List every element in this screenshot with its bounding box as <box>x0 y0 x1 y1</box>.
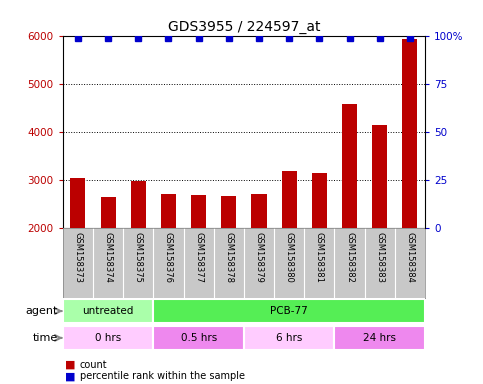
Text: GSM158376: GSM158376 <box>164 232 173 283</box>
Text: GSM158378: GSM158378 <box>224 232 233 283</box>
Bar <box>71 178 85 228</box>
Bar <box>372 125 387 228</box>
Text: GSM158379: GSM158379 <box>255 232 264 283</box>
Text: ■: ■ <box>65 360 76 370</box>
Bar <box>161 194 176 228</box>
Text: GSM158373: GSM158373 <box>73 232 83 283</box>
Bar <box>402 39 417 228</box>
Text: GSM158384: GSM158384 <box>405 232 414 283</box>
Bar <box>282 171 297 228</box>
Bar <box>63 326 154 350</box>
Text: percentile rank within the sample: percentile rank within the sample <box>80 371 245 381</box>
Text: GSM158381: GSM158381 <box>315 232 324 283</box>
Bar <box>244 326 334 350</box>
Text: untreated: untreated <box>83 306 134 316</box>
Bar <box>63 299 154 323</box>
Title: GDS3955 / 224597_at: GDS3955 / 224597_at <box>168 20 320 34</box>
Bar <box>334 326 425 350</box>
Bar <box>221 196 236 228</box>
Bar <box>312 173 327 228</box>
Bar <box>252 194 267 228</box>
Text: GSM158382: GSM158382 <box>345 232 354 283</box>
Text: GSM158380: GSM158380 <box>284 232 294 283</box>
Text: GSM158377: GSM158377 <box>194 232 203 283</box>
Bar <box>154 299 425 323</box>
Text: agent: agent <box>26 306 58 316</box>
Text: 0 hrs: 0 hrs <box>95 333 121 343</box>
Text: GSM158375: GSM158375 <box>134 232 143 283</box>
Bar <box>342 104 357 228</box>
Bar <box>100 197 115 228</box>
Text: 0.5 hrs: 0.5 hrs <box>181 333 217 343</box>
Text: count: count <box>80 360 107 370</box>
Text: ■: ■ <box>65 371 76 381</box>
Text: GSM158383: GSM158383 <box>375 232 384 283</box>
Text: PCB-77: PCB-77 <box>270 306 308 316</box>
Text: time: time <box>33 333 58 343</box>
Text: 24 hrs: 24 hrs <box>363 333 396 343</box>
Text: 6 hrs: 6 hrs <box>276 333 302 343</box>
Bar <box>191 195 206 228</box>
Bar <box>154 326 244 350</box>
Bar <box>131 182 146 228</box>
Text: GSM158374: GSM158374 <box>103 232 113 283</box>
